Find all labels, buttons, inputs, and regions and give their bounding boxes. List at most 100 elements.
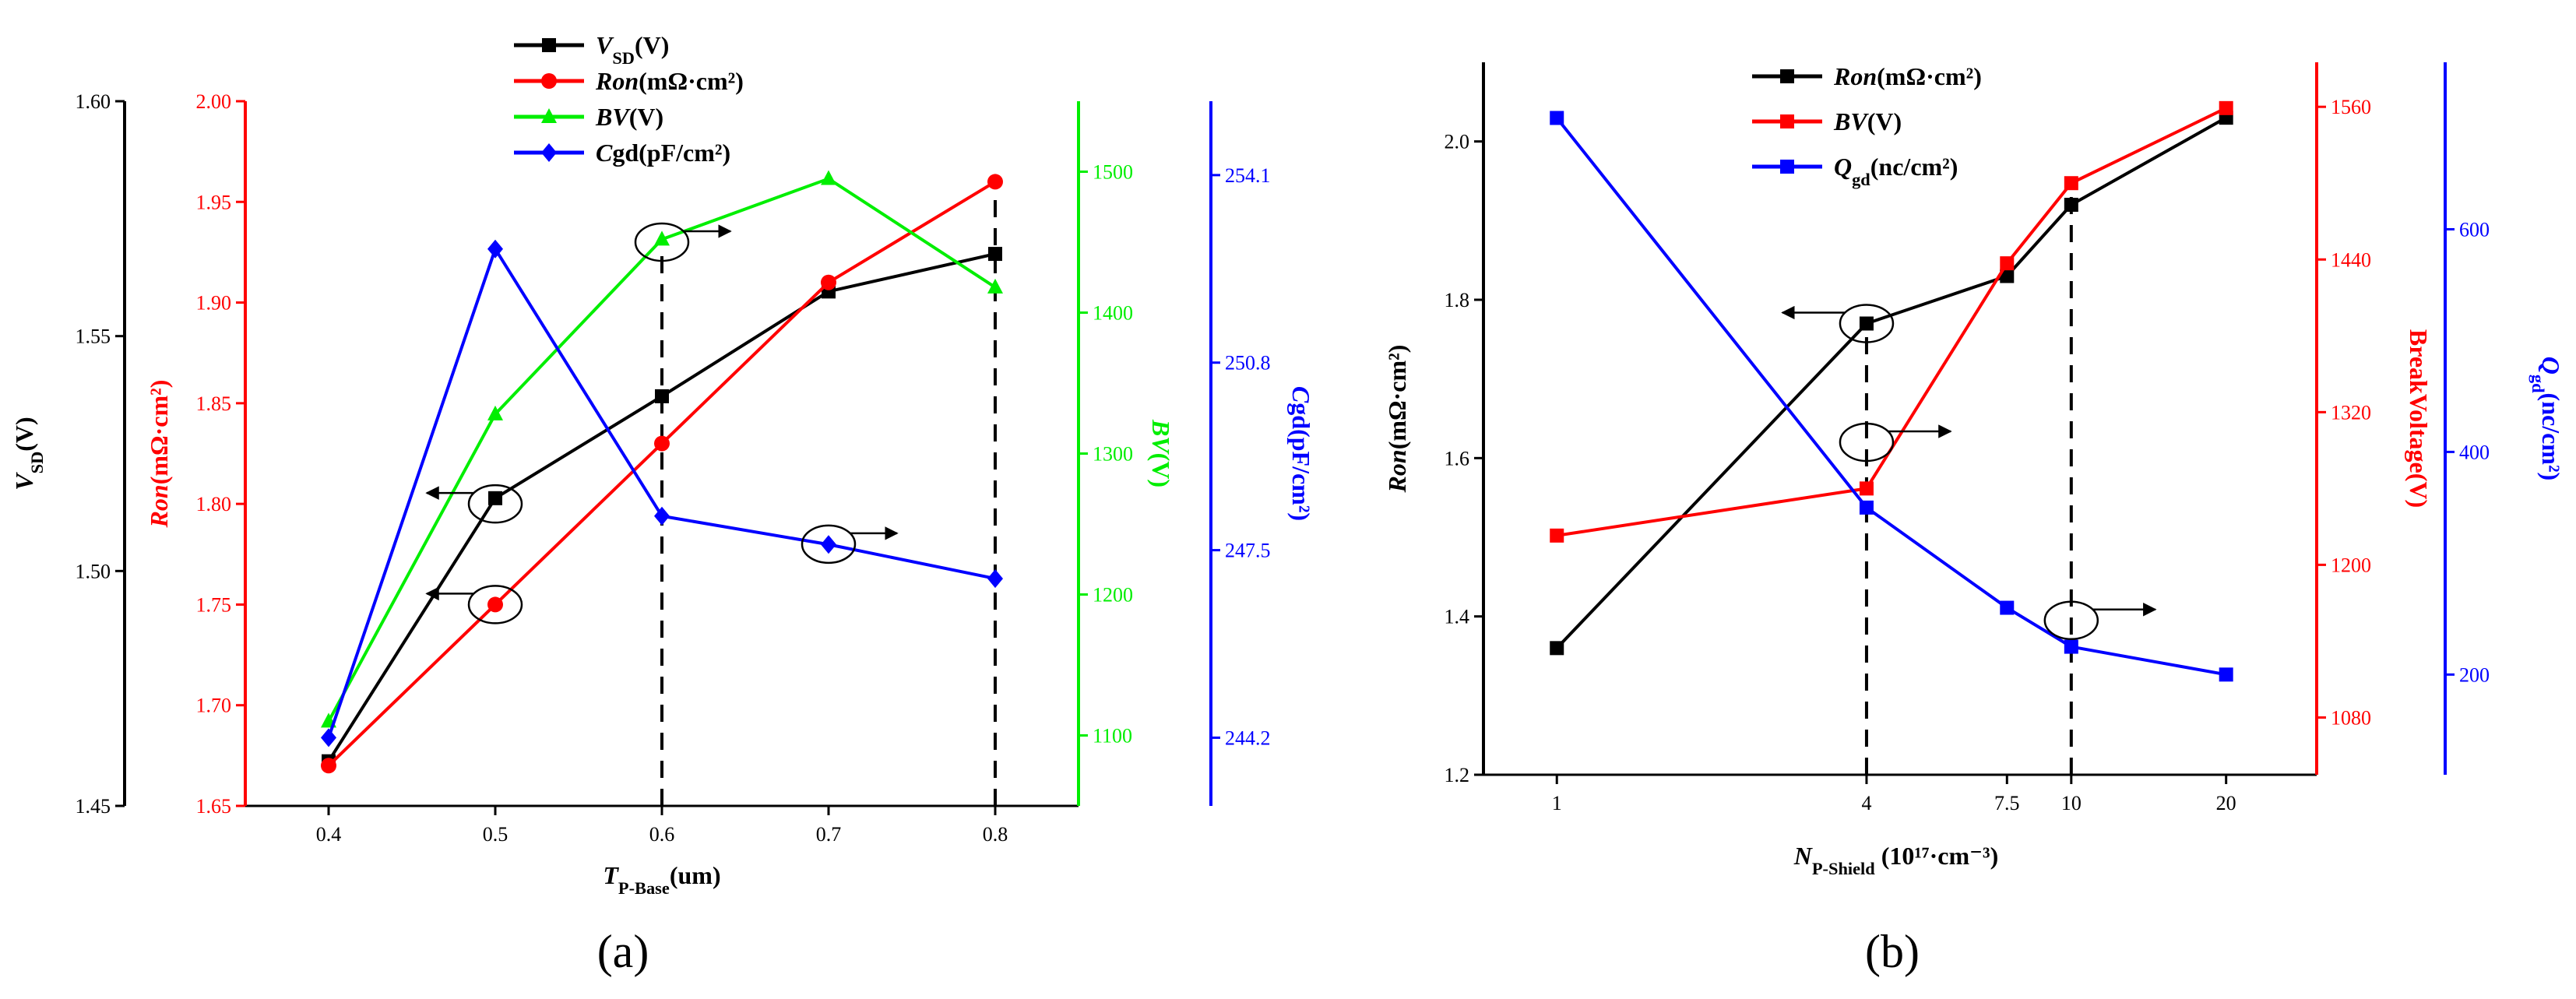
label-part: gd — [2529, 375, 2549, 393]
y-tick-label-bv: 1100 — [1093, 725, 1132, 747]
y-axis-label-vsd: VSD(V) — [10, 417, 47, 490]
y-tick-label-vsd: 1.55 — [76, 325, 111, 348]
y-tick-label-qgd: 600 — [2459, 218, 2490, 241]
y-tick-label-bv: 1560 — [2331, 96, 2371, 118]
y-tick-label-ron: 1.95 — [196, 191, 232, 213]
label-part: Q — [2537, 357, 2565, 375]
data-point-qgd — [2064, 639, 2078, 654]
label-part: BV — [1833, 107, 1869, 135]
annotation-ellipse-cgd — [801, 524, 857, 565]
y-tick-label-cgd: 250.8 — [1225, 352, 1271, 375]
y-tick-label-cgd: 254.1 — [1225, 164, 1271, 187]
label-part: (mΩ·cm²) — [639, 67, 744, 95]
data-point-cgd — [487, 239, 503, 259]
y-tick-label-ron: 1.85 — [196, 392, 232, 415]
label-part: BreakVoltage(V) — [2405, 329, 2433, 508]
y-tick-label-bv: 1400 — [1093, 302, 1133, 325]
x-tick-label: 0.7 — [816, 823, 842, 846]
legend-marker-vsd — [542, 38, 556, 52]
annotation-ellipse-ron — [467, 585, 523, 624]
y-tick-label-bv: 1200 — [1093, 584, 1133, 607]
data-point-ron — [1859, 316, 1874, 331]
x-tick-label: 0.8 — [983, 823, 1008, 846]
y-tick-label-qgd: 200 — [2459, 663, 2490, 686]
series-line-qgd — [1555, 117, 2227, 677]
annotation-ellipse-vsd — [467, 484, 523, 524]
label-part: SD — [27, 452, 47, 474]
label-part: Ron — [595, 67, 639, 95]
data-point-ron — [654, 435, 670, 452]
y-axis-label-qgd: Qgd(nc/cm²) — [2529, 357, 2566, 480]
panel-label: (a) — [597, 926, 649, 977]
panel-label: (b) — [1865, 926, 1920, 977]
y-tick-label-ron: 1.4 — [1445, 606, 1470, 628]
data-point-qgd — [2219, 667, 2233, 682]
label-part: gd(pF/cm²) — [612, 139, 730, 167]
y-tick-label-bv: 1500 — [1093, 161, 1133, 184]
y-tick-label-ron: 2.0 — [1445, 131, 1470, 153]
legend-label-vsd: VSD(V) — [596, 31, 669, 68]
data-point-qgd — [1859, 500, 1874, 515]
label-part: Q — [1834, 153, 1852, 181]
legend-marker-bv — [1780, 114, 1794, 128]
legend-marker-bv — [541, 108, 557, 123]
y-tick-label-ron: 1.65 — [196, 795, 232, 818]
label-part: C — [1287, 386, 1315, 403]
label-part: BV — [1147, 419, 1175, 455]
data-point-cgd — [321, 728, 336, 747]
y-tick-label-vsd: 1.50 — [76, 560, 111, 582]
x-tick-label: 7.5 — [1994, 792, 2020, 814]
legend-label-cgd: Cgd(pF/cm²) — [596, 139, 730, 167]
label-part: T — [603, 861, 619, 889]
legend-marker-ron — [541, 73, 557, 89]
y-tick-label-ron: 1.8 — [1445, 289, 1470, 311]
data-point-bv — [1550, 528, 1564, 543]
legend-label-bv: BV(V) — [595, 103, 663, 131]
data-point-bv — [654, 230, 670, 246]
data-point-qgd — [1550, 111, 1564, 125]
y-tick-label-bv: 1300 — [1093, 443, 1133, 466]
series-line-ron — [1555, 116, 2227, 649]
data-point-vsd — [655, 389, 669, 403]
legend-label-qgd: Qgd(nc/cm²) — [1834, 153, 1958, 189]
label-part: gd — [1852, 170, 1870, 189]
y-tick-label-vsd: 1.45 — [76, 795, 111, 818]
y-tick-label-ron: 1.90 — [196, 292, 232, 315]
legend-marker-cgd — [541, 143, 557, 162]
data-point-bv — [487, 405, 503, 420]
annotation-ellipse-bv — [1839, 422, 1895, 463]
label-part: SD — [612, 48, 635, 68]
label-part: (V) — [635, 31, 669, 59]
y-axis-label-cgd: Cgd(pF/cm²) — [1287, 386, 1315, 521]
data-point-cgd — [821, 535, 836, 554]
data-point-qgd — [2000, 600, 2015, 615]
legend-label-ron: Ron(mΩ·cm²) — [1833, 62, 1982, 90]
annotation-ellipse-ron — [1839, 304, 1895, 343]
chart-panel-a: 0.4 0.5 0.6 0.7 0.8 TP-Base(um) (a) 1.45 1.50 1.5… — [10, 31, 1315, 977]
y-tick-label-bv: 1080 — [2331, 706, 2371, 729]
data-point-bv — [987, 278, 1003, 294]
label-part: (nc/cm²) — [2537, 393, 2565, 481]
x-tick-label: 0.4 — [316, 823, 342, 846]
label-part: gd(pF/cm²) — [1287, 403, 1315, 521]
label-part: P-Shield — [1812, 859, 1875, 878]
data-point-bv — [2064, 176, 2078, 191]
label-part: (mΩ·cm²) — [145, 380, 173, 485]
data-point-ron — [1550, 641, 1564, 656]
x-tick-label: 0.5 — [483, 823, 509, 846]
y-tick-label-ron: 2.00 — [196, 90, 232, 113]
y-tick-label-ron: 1.6 — [1445, 447, 1470, 470]
legend-label-ron: Ron(mΩ·cm²) — [595, 67, 744, 95]
data-point-bv — [821, 170, 836, 185]
label-part: BV — [595, 103, 631, 131]
y-tick-label-ron: 1.80 — [196, 493, 232, 515]
data-point-ron — [2000, 269, 2015, 283]
label-part: (nc/cm²) — [1870, 153, 1958, 181]
chart-panel-b: 1 4 7.5 10 20 NP-Shield (10¹⁷·cm⁻³) (b) 1.2 1.4 1… — [1383, 62, 2565, 977]
label-part: (10¹⁷·cm⁻³) — [1875, 842, 1999, 870]
data-point-ron — [987, 174, 1003, 190]
label-part: C — [596, 139, 613, 167]
data-point-ron — [487, 596, 503, 613]
label-part: Ron — [1383, 449, 1411, 493]
